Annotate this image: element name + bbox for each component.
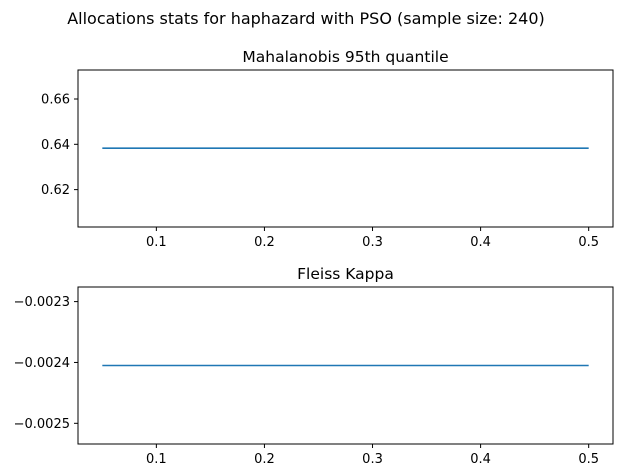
subplot-2-title: Fleiss Kappa (297, 265, 394, 283)
subplot-1-title: Mahalanobis 95th quantile (242, 48, 448, 66)
subplot-1-xtick-label: 0.3 (362, 235, 383, 250)
subplot-2-xtick-label: 0.1 (146, 452, 167, 467)
subplot-1-xtick-label: 0.1 (146, 235, 167, 250)
subplot-1-xtick-label: 0.2 (254, 235, 275, 250)
subplot-1-axes-frame (77, 69, 614, 228)
subplot-2-xtick-label: 0.2 (254, 452, 275, 467)
subplot-2-xtick-label: 0.5 (578, 452, 599, 467)
subplot-2-axes-frame (77, 286, 614, 445)
subplot-1-ytick-label: 0.64 (41, 138, 70, 153)
subplot-2-ytick-label: −0.0023 (14, 295, 70, 310)
subplot-1-xtick-label: 0.5 (578, 235, 599, 250)
subplot-1-xtick-label: 0.4 (470, 235, 491, 250)
subplot-2-ytick-label: −0.0025 (14, 417, 70, 432)
subplot-2-xtick-label: 0.4 (470, 452, 491, 467)
subplot-2-ytick-label: −0.0024 (14, 356, 70, 371)
subplot-1-ytick-label: 0.62 (41, 183, 70, 198)
subplot-1-ytick-label: 0.66 (41, 92, 70, 107)
subplot-2-xtick-label: 0.3 (362, 452, 383, 467)
figure-suptitle: Allocations stats for haphazard with PSO… (67, 9, 545, 28)
